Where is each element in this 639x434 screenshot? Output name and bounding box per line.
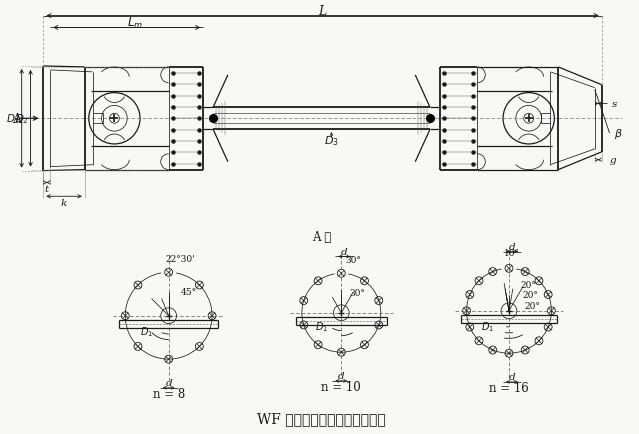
Text: 30°: 30° xyxy=(345,255,361,264)
Text: $\beta$: $\beta$ xyxy=(613,127,622,141)
Text: s: s xyxy=(612,100,617,108)
Text: g: g xyxy=(610,156,616,165)
Text: d: d xyxy=(166,378,172,388)
Text: $D_1$: $D_1$ xyxy=(481,319,495,333)
Text: 22°30': 22°30' xyxy=(166,254,196,263)
Text: $D_1$: $D_1$ xyxy=(141,324,153,338)
Text: WF 型无伸缩法兰式万向联轴器: WF 型无伸缩法兰式万向联轴器 xyxy=(257,411,386,425)
Text: 20°: 20° xyxy=(525,302,541,310)
Text: A 向: A 向 xyxy=(312,231,331,243)
Text: 20°: 20° xyxy=(523,290,539,299)
Text: t: t xyxy=(44,184,49,194)
Text: d: d xyxy=(509,243,515,252)
Text: n = 8: n = 8 xyxy=(153,387,185,400)
Text: d: d xyxy=(509,372,515,381)
Text: $D_1$: $D_1$ xyxy=(315,320,328,334)
Text: $D_2$: $D_2$ xyxy=(15,112,29,126)
Text: n = 10: n = 10 xyxy=(321,381,361,393)
Text: 20°: 20° xyxy=(521,280,537,289)
Text: L: L xyxy=(318,5,327,18)
Text: 10°: 10° xyxy=(504,248,520,257)
Text: 30°: 30° xyxy=(349,288,365,297)
Text: d: d xyxy=(338,372,344,381)
Text: d: d xyxy=(341,247,348,256)
Text: 45°: 45° xyxy=(180,288,196,297)
Text: n = 16: n = 16 xyxy=(489,381,529,395)
Text: A: A xyxy=(12,112,21,125)
Text: k: k xyxy=(61,198,67,207)
Text: $L_m$: $L_m$ xyxy=(127,16,142,31)
Text: $D_1$: $D_1$ xyxy=(6,112,20,126)
Text: $D_3$: $D_3$ xyxy=(324,134,339,148)
